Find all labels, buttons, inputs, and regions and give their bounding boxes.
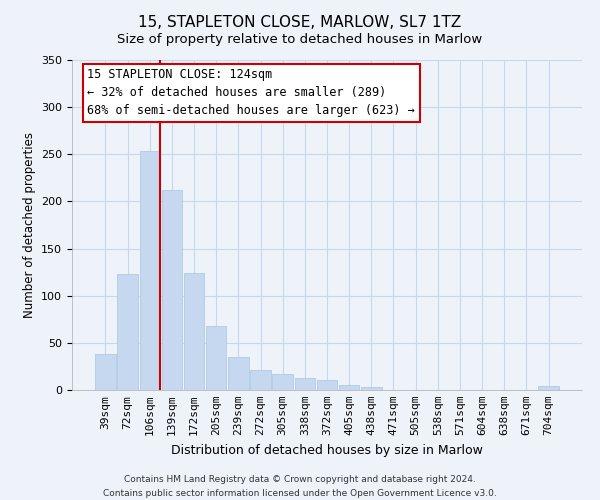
Y-axis label: Number of detached properties: Number of detached properties xyxy=(23,132,35,318)
Bar xyxy=(295,378,315,390)
Bar xyxy=(538,386,559,390)
Bar xyxy=(206,326,226,390)
X-axis label: Distribution of detached houses by size in Marlow: Distribution of detached houses by size … xyxy=(171,444,483,456)
Bar xyxy=(140,152,160,390)
Bar xyxy=(317,380,337,390)
Bar xyxy=(361,387,382,390)
Text: 15 STAPLETON CLOSE: 124sqm
← 32% of detached houses are smaller (289)
68% of sem: 15 STAPLETON CLOSE: 124sqm ← 32% of deta… xyxy=(88,68,415,117)
Bar xyxy=(339,386,359,390)
Bar xyxy=(118,274,138,390)
Bar xyxy=(272,374,293,390)
Bar xyxy=(184,273,204,390)
Bar xyxy=(161,190,182,390)
Bar xyxy=(250,370,271,390)
Text: 15, STAPLETON CLOSE, MARLOW, SL7 1TZ: 15, STAPLETON CLOSE, MARLOW, SL7 1TZ xyxy=(139,15,461,30)
Bar xyxy=(95,354,116,390)
Text: Size of property relative to detached houses in Marlow: Size of property relative to detached ho… xyxy=(118,32,482,46)
Text: Contains HM Land Registry data © Crown copyright and database right 2024.
Contai: Contains HM Land Registry data © Crown c… xyxy=(103,476,497,498)
Bar xyxy=(228,357,248,390)
